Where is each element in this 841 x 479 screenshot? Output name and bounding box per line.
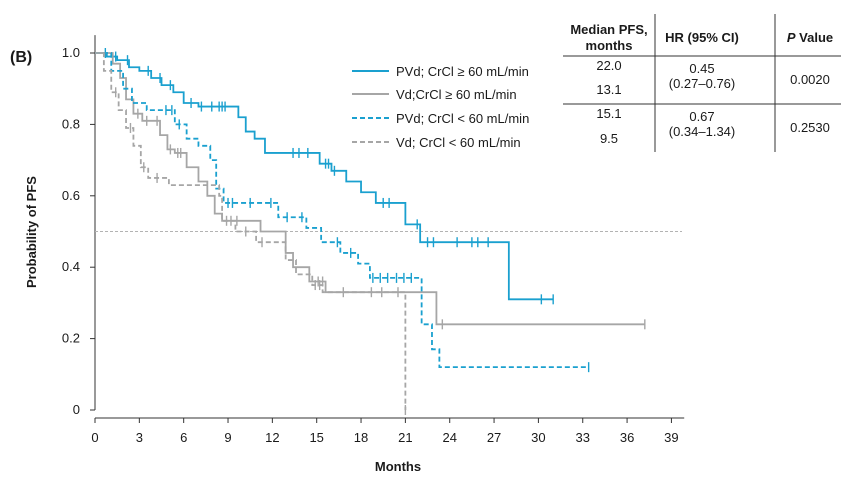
series-group — [95, 48, 646, 415]
x-axis-title: Months — [375, 459, 421, 474]
panel-label: (B) — [10, 49, 32, 66]
x-tick-label: 21 — [398, 430, 412, 445]
y-axis-title: Probability of PFS — [24, 176, 39, 288]
y-tick-label: 0 — [73, 402, 80, 417]
legend-label-2: Vd;CrCl ≥ 60 mL/min — [396, 87, 517, 102]
series-line-2 — [95, 52, 645, 326]
y-tick-label: 0.4 — [62, 259, 80, 274]
series-line-4 — [95, 52, 407, 410]
table-header-p-italic: P — [787, 30, 796, 45]
table-hr-2: 0.67 — [689, 109, 714, 124]
table-p-2: 0.2530 — [790, 120, 830, 135]
table-median-4: 9.5 — [600, 131, 618, 146]
x-tick-label: 24 — [442, 430, 456, 445]
results-table: Median PFS,months HR (95% CI) P Value 22.0 1… — [563, 14, 841, 152]
x-tick-label: 6 — [180, 430, 187, 445]
table-median-3: 15.1 — [596, 106, 621, 121]
x-tick-label: 15 — [309, 430, 323, 445]
x-tick-label: 12 — [265, 430, 279, 445]
x-tick-label: 3 — [136, 430, 143, 445]
x-tick-label: 18 — [354, 430, 368, 445]
legend-label-3: PVd; CrCl < 60 mL/min — [396, 111, 529, 126]
table-header-p: P Value — [787, 30, 833, 45]
x-tick-label: 27 — [487, 430, 501, 445]
table-header-median-line1: Median PFS, — [570, 22, 647, 37]
legend: PVd; CrCl ≥ 60 mL/min Vd;CrCl ≥ 60 mL/min… — [352, 64, 529, 150]
series-line-3 — [95, 52, 589, 369]
table-ci-1: (0.27–0.76) — [669, 76, 736, 91]
x-tick-label: 0 — [91, 430, 98, 445]
y-tick-label: 0.2 — [62, 331, 80, 346]
table-ci-2: (0.34–1.34) — [669, 124, 736, 139]
y-tick-label: 0.6 — [62, 188, 80, 203]
table-header-hr: HR (95% CI) — [665, 30, 739, 45]
table-hr-1: 0.45 — [689, 61, 714, 76]
table-p-1: 0.0020 — [790, 72, 830, 87]
table-header-p-rest: Value — [796, 30, 834, 45]
y-tick-label: 0.8 — [62, 116, 80, 131]
series-line-1 — [95, 52, 554, 301]
y-tick-label: 1.0 — [62, 45, 80, 60]
x-tick-label: 36 — [620, 430, 634, 445]
legend-label-1: PVd; CrCl ≥ 60 mL/min — [396, 64, 529, 79]
table-median-2: 13.1 — [596, 82, 621, 97]
x-tick-label: 9 — [224, 430, 231, 445]
table-median-1: 22.0 — [596, 58, 621, 73]
x-tick-label: 39 — [664, 430, 678, 445]
legend-label-4: Vd; CrCl < 60 mL/min — [396, 135, 521, 150]
table-header-median-line2: months — [586, 38, 633, 53]
x-tick-label: 33 — [576, 430, 590, 445]
x-tick-label: 30 — [531, 430, 545, 445]
